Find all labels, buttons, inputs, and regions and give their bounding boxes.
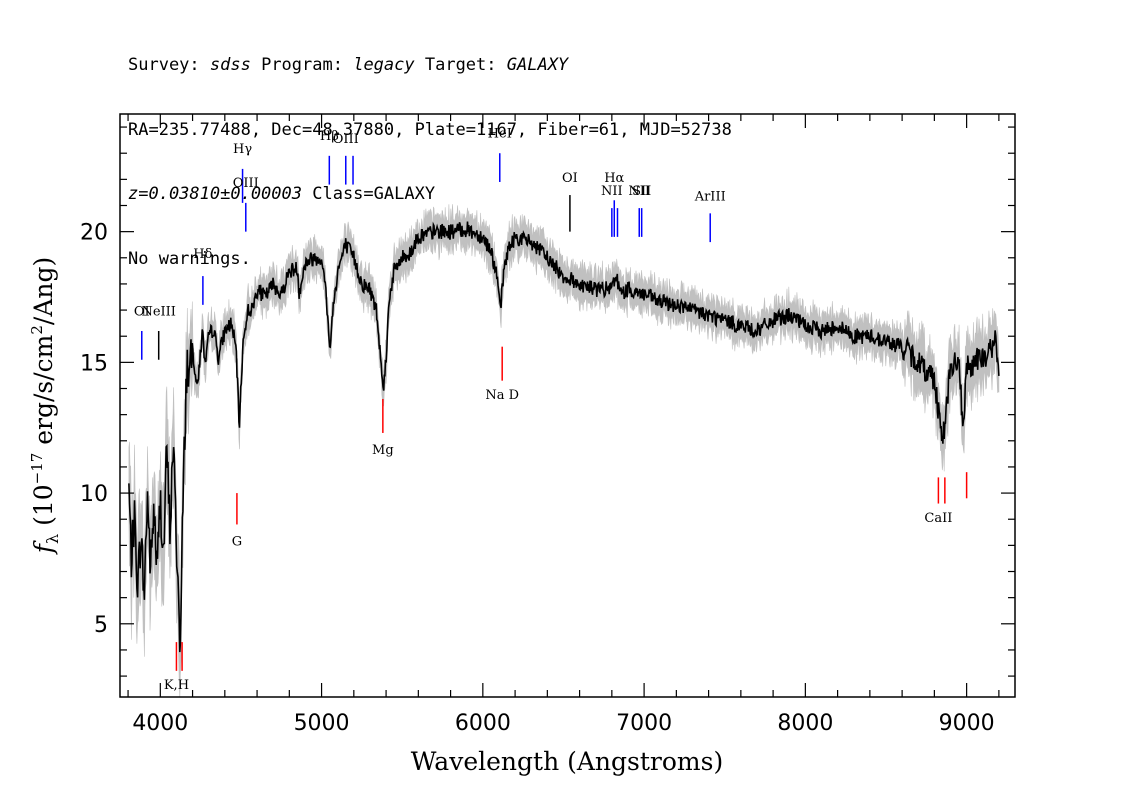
x-tick-label: 6000 xyxy=(455,711,511,736)
line-marker-label: NII xyxy=(601,184,623,199)
line-marker-label: Na D xyxy=(485,388,519,403)
line-marker-label: NeIII xyxy=(141,304,175,319)
line-marker-label: Hα xyxy=(604,171,624,186)
y-axis-title-part: λ xyxy=(43,534,62,544)
noise-band-area xyxy=(128,204,1000,697)
line-marker-label: K,H xyxy=(164,678,189,693)
y-axis-title-part: 2 xyxy=(28,325,46,335)
x-tick-label: 5000 xyxy=(294,711,350,736)
x-axis-title: Wavelength (Angstroms) xyxy=(411,747,723,776)
line-marker-label: Hδ xyxy=(193,247,212,262)
header-line-2: RA=235.77488, Dec=48.37880, Plate=1167, … xyxy=(128,119,732,140)
header-line-1-segment: Program: xyxy=(250,55,354,75)
flux-series xyxy=(128,221,1000,653)
y-axis-title-part: /Ang) xyxy=(29,257,58,325)
line-marker-label: NII xyxy=(628,184,650,199)
y-axis-title-part: −17 xyxy=(28,453,46,485)
line-marker-label: Mg xyxy=(372,443,394,458)
y-axis-title-part: (10 xyxy=(29,484,58,534)
line-marker-label: CaII xyxy=(924,511,952,526)
y-axis-title-part: erg/s/cm xyxy=(29,334,58,452)
y-tick-label: 15 xyxy=(80,351,108,376)
plot-frame xyxy=(119,113,1016,698)
x-tick-label: 8000 xyxy=(777,711,833,736)
axis-ticks: 4000 5000 6000 7000 8000 9000 5 10 15 20 xyxy=(80,114,1015,736)
x-tick-label: 4000 xyxy=(132,711,188,736)
y-tick-label: 10 xyxy=(80,482,108,507)
x-tick-label: 9000 xyxy=(939,711,995,736)
line-marker-label: G xyxy=(232,534,242,549)
header-line-1-segment: legacy xyxy=(353,55,415,75)
line-marker-label: ArIII xyxy=(694,189,726,204)
y-axis-title: fλ (10−17 erg/s/cm2/Ang) xyxy=(28,257,62,556)
flux-line xyxy=(128,221,1000,653)
header-line-1-segment: Survey: xyxy=(128,55,210,75)
line-marker-label: Hβ xyxy=(320,129,339,144)
header-line-4: No warnings. xyxy=(128,248,251,269)
y-tick-label: 20 xyxy=(80,221,108,246)
line-marker-label: OI xyxy=(562,171,578,186)
header-line-1-segment: GALAXY xyxy=(506,55,569,75)
line-marker-label: SII xyxy=(632,184,651,199)
header-line-1-segment: Target: xyxy=(414,55,507,75)
noise-band xyxy=(128,204,1000,697)
header-line-3-segment: z=0.03810±0.00003 xyxy=(128,184,302,204)
y-axis-title-part: f xyxy=(29,540,58,555)
x-tick-label: 7000 xyxy=(616,711,672,736)
line-marker-label: OIII xyxy=(333,132,359,147)
line-marker-label: OIII xyxy=(233,176,259,191)
header-line-3: z=0.03810±0.00003 Class=GALAXY xyxy=(128,184,732,206)
header-line-1: Survey: sdss Program: legacy Target: GAL… xyxy=(128,55,732,77)
header-line-1-segment: sdss xyxy=(209,55,251,75)
line-marker-label: Hγ xyxy=(233,142,252,157)
spectrum-header: Survey: sdss Program: legacy Target: GAL… xyxy=(128,12,732,292)
line-marker-label: HeI xyxy=(488,127,512,142)
y-tick-label: 5 xyxy=(94,613,108,638)
header-line-3-segment: Class=GALAXY xyxy=(302,184,436,204)
line-marker-label: OI xyxy=(134,304,150,319)
